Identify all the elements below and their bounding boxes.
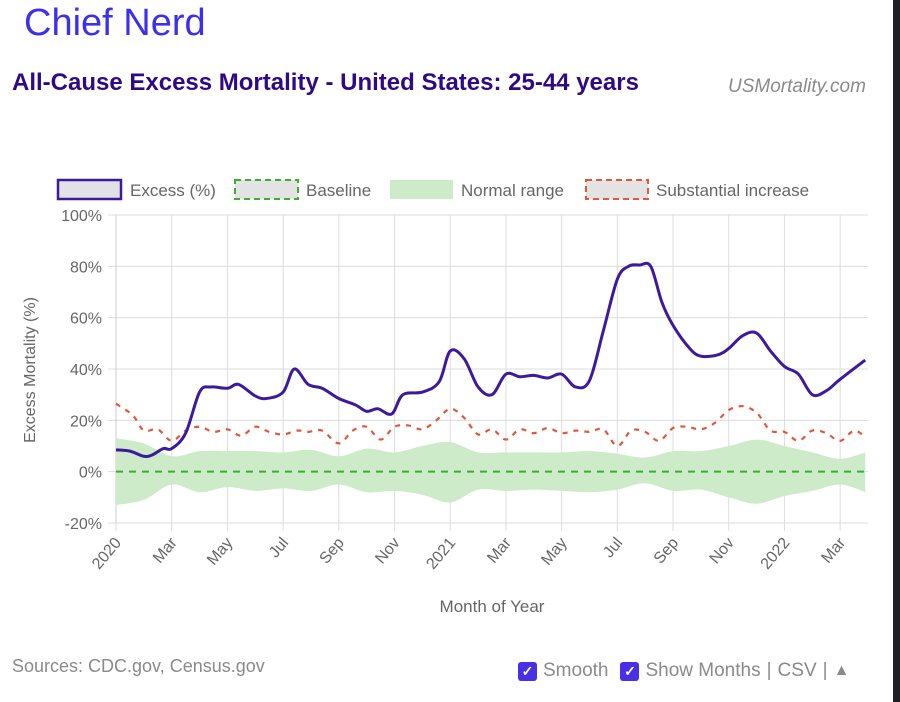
legend-label-substantial: Substantial increase <box>656 181 809 200</box>
y-tick-label: 40% <box>70 362 102 379</box>
x-tick-label: 2022 <box>758 535 794 573</box>
legend-item-excess[interactable]: Excess (%) <box>56 178 216 201</box>
separator: | <box>822 660 828 681</box>
legend-label-baseline: Baseline <box>306 181 371 200</box>
separator: | <box>766 660 772 681</box>
excess-line <box>115 261 867 459</box>
legend-label-normal-range: Normal range <box>461 181 564 200</box>
x-tick-label: Nov <box>372 535 403 568</box>
legend-swatch-baseline <box>234 179 299 200</box>
substantial-increase-line <box>115 402 866 448</box>
legend-item-baseline[interactable]: Baseline <box>234 179 371 200</box>
smooth-checkbox[interactable]: ✓ <box>518 661 537 681</box>
csv-link[interactable]: CSV <box>777 660 817 681</box>
y-tick-label: 0% <box>79 465 102 482</box>
collapse-up-icon[interactable]: ▲ <box>833 662 850 679</box>
legend-item-normal-range[interactable]: Normal range <box>390 180 564 200</box>
brand-name: Chief Nerd <box>24 2 206 44</box>
legend-item-substantial[interactable]: Substantial increase <box>585 179 809 200</box>
y-tick-label: -20% <box>65 516 102 533</box>
window-edge <box>893 0 900 702</box>
site-link[interactable]: USMortality.com <box>728 76 866 97</box>
chart-title: All-Cause Excess Mortality - United Stat… <box>12 69 639 96</box>
x-tick-label: Jul <box>266 535 292 562</box>
y-tick-label: 20% <box>70 413 102 430</box>
show-months-label[interactable]: Show Months <box>645 660 761 681</box>
chart-controls: ✓ Smooth ✓ Show Months | CSV | ▲ <box>518 660 849 682</box>
sources-text: Sources: CDC.gov, Census.gov <box>12 656 265 676</box>
x-axis: 2020 Mar May Jul Sep Nov 2021 Mar May Jul Sep Nov 20… <box>89 534 849 573</box>
show-months-checkbox[interactable]: ✓ <box>620 661 640 681</box>
x-tick-label: Nov <box>706 535 737 568</box>
normal-range-band <box>116 438 866 506</box>
y-axis-label: Excess Mortality (%) <box>22 297 39 443</box>
x-tick-label: Mar <box>818 534 849 567</box>
plot-area <box>115 261 868 506</box>
x-tick-label: Mar <box>484 534 515 567</box>
legend-swatch-normal-range <box>390 180 453 199</box>
legend-swatch-substantial <box>585 179 649 200</box>
y-tick-label: 60% <box>70 311 102 328</box>
x-tick-label: Sep <box>317 535 348 568</box>
x-tick-label: May <box>538 535 570 569</box>
x-tick-label: Sep <box>651 535 682 568</box>
y-tick-label: 80% <box>70 259 102 276</box>
legend-swatch-excess <box>56 178 123 201</box>
x-tick-label: 2021 <box>423 535 459 573</box>
y-tick-label: 100% <box>61 208 102 225</box>
x-tick-label: Jul <box>600 535 626 562</box>
x-tick-label: 2020 <box>89 535 125 573</box>
y-axis: -20% 0% 20% 40% 60% 80% 100% <box>61 208 102 533</box>
x-axis-label: Month of Year <box>440 597 545 616</box>
smooth-label[interactable]: Smooth <box>543 660 609 681</box>
x-tick-label: Mar <box>150 534 181 567</box>
legend-label-excess: Excess (%) <box>130 181 216 200</box>
chart-svg: Excess (%) Baseline Normal range Substan… <box>22 178 868 616</box>
legend: Excess (%) Baseline Normal range Substan… <box>56 178 809 201</box>
x-tick-label: May <box>204 535 236 569</box>
